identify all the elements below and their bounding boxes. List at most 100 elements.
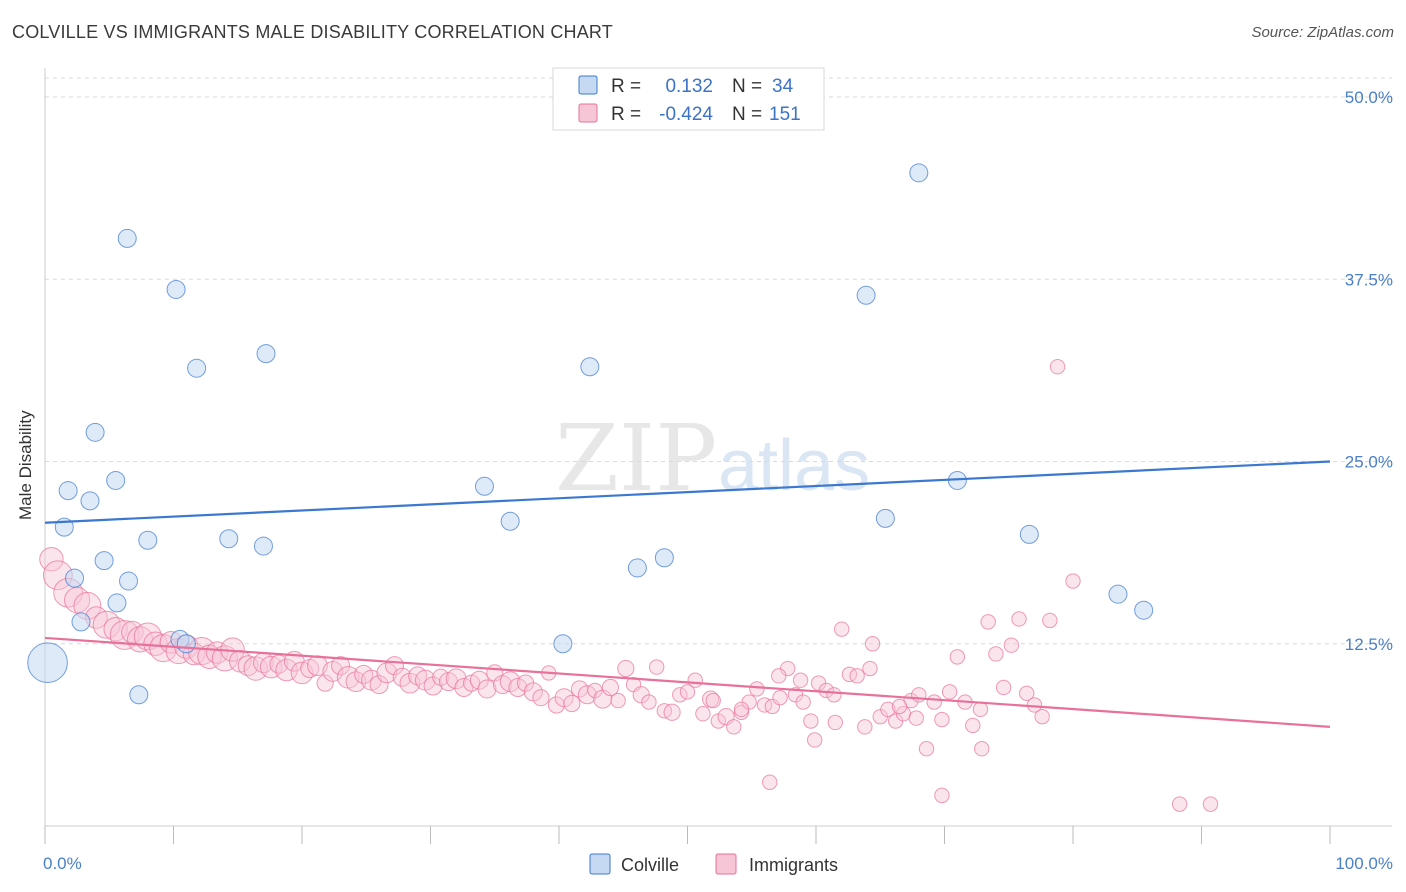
- immigrants-point-38: [345, 671, 367, 693]
- immigrants-point-130: [1065, 573, 1081, 589]
- colville-point-21: [474, 476, 494, 496]
- colville-point-31: [1019, 524, 1039, 544]
- legend-swatch-immigrants: [578, 103, 598, 123]
- immigrants-point-107: [880, 701, 896, 718]
- chart-title: COLVILLE VS IMMIGRANTS MALE DISABILITY C…: [12, 22, 613, 42]
- colville-point-24: [580, 357, 600, 377]
- immigrants-point-116: [949, 649, 966, 665]
- immigrants-point-120: [980, 614, 996, 630]
- x-tick-label-1: 100.0%: [1335, 854, 1393, 873]
- y-tick-label-3: 50.0%: [1345, 88, 1393, 107]
- immigrants-point-144: [792, 672, 809, 688]
- colville-point-15: [117, 228, 137, 248]
- immigrants-point-42: [376, 662, 398, 684]
- immigrants-point-81: [679, 684, 696, 700]
- colville-point-18: [219, 529, 239, 549]
- immigrants-point-105: [864, 636, 881, 652]
- immigrants-point-87: [726, 719, 742, 735]
- colville-point-0: [27, 642, 68, 684]
- immigrants-point-138: [733, 701, 750, 718]
- legend-n-value-1: 34: [772, 76, 794, 97]
- immigrants-point-90: [749, 681, 765, 697]
- bottom-legend-colville: Colville: [621, 855, 679, 875]
- immigrants-point-132: [934, 787, 950, 804]
- immigrants-point-100: [826, 687, 842, 703]
- immigrants-point-36: [331, 656, 351, 676]
- immigrants-point-123: [1003, 637, 1020, 653]
- immigrants-point-136: [827, 714, 843, 731]
- colville-point-33: [1134, 600, 1154, 620]
- y-tick-label-0: 12.5%: [1345, 635, 1393, 654]
- legend-r-value-1: 0.132: [665, 76, 713, 97]
- series-legend: Colville Immigrants: [589, 853, 838, 875]
- immigrants-point-83: [695, 706, 711, 722]
- colville-point-4: [71, 612, 91, 632]
- immigrants-point-143: [862, 660, 878, 677]
- legend-r-label-2: R =: [611, 104, 641, 125]
- immigrants-point-24: [237, 655, 259, 677]
- colville-point-28: [875, 508, 895, 528]
- immigrants-point-118: [965, 717, 981, 734]
- immigrants-point-34: [316, 674, 334, 692]
- immigrants-point-72: [610, 692, 626, 709]
- immigrants-point-127: [1034, 708, 1050, 725]
- colville-point-8: [106, 470, 126, 490]
- colville-point-3: [65, 568, 85, 588]
- source-label: Source: ZipAtlas.com: [1251, 24, 1394, 41]
- immigrants-point-142: [974, 741, 990, 757]
- colville-points: [27, 163, 1154, 705]
- colville-point-9: [107, 593, 127, 613]
- legend-n-label-1: N =: [732, 76, 762, 97]
- immigrants-point-112: [918, 741, 935, 757]
- colville-point-17: [187, 358, 207, 378]
- y-tick-label-2: 37.5%: [1345, 270, 1393, 289]
- bottom-legend-swatch-immigrants: [715, 853, 737, 875]
- y-tick-label-1: 25.0%: [1345, 453, 1393, 472]
- colville-point-7: [94, 551, 114, 571]
- immigrants-point-103: [849, 668, 865, 684]
- immigrants-point-121: [988, 646, 1004, 662]
- immigrants-point-137: [771, 668, 787, 684]
- immigrants-point-113: [926, 694, 942, 710]
- immigrants-point-0: [39, 546, 64, 572]
- colville-point-20: [256, 344, 276, 364]
- immigrants-point-97: [803, 713, 819, 729]
- immigrants-point-92: [764, 698, 781, 715]
- immigrants-point-71: [601, 678, 620, 697]
- immigrants-point-41: [369, 675, 389, 695]
- immigrants-point-128: [1042, 612, 1058, 629]
- immigrants-point-129: [1049, 359, 1066, 375]
- legend-r-value-2: -0.424: [659, 104, 713, 125]
- axes: [44, 68, 1392, 844]
- immigrants-point-59: [508, 677, 528, 697]
- correlation-legend: R = 0.132 N = 34 R = -0.424 N = 151: [552, 67, 825, 131]
- immigrants-point-139: [705, 692, 721, 709]
- immigrants-point-52: [454, 677, 474, 697]
- immigrants-point-55: [477, 679, 497, 699]
- x-tick-label-0: 0.0%: [43, 854, 82, 873]
- colville-point-16: [166, 279, 186, 299]
- immigrants-point-102: [841, 666, 858, 683]
- immigrants-point-134: [1202, 796, 1219, 812]
- immigrants-point-101: [834, 621, 850, 637]
- legend-r-label-1: R =: [611, 76, 641, 97]
- colville-point-26: [654, 548, 674, 568]
- immigrants-point-79: [663, 703, 681, 721]
- immigrants-trend-line: [44, 636, 1331, 728]
- colville-point-29: [909, 163, 929, 183]
- immigrants-point-77: [648, 659, 665, 675]
- immigrants-point-133: [1171, 796, 1188, 812]
- watermark-zip: ZIP: [555, 405, 717, 512]
- immigrants-point-82: [687, 672, 703, 688]
- immigrants-point-125: [1019, 685, 1035, 702]
- y-tick-labels: 12.5% 25.0% 37.5% 50.0%: [1345, 88, 1393, 654]
- immigrants-points: [39, 359, 1219, 812]
- immigrants-point-80: [672, 687, 688, 703]
- legend-n-value-2: 151: [769, 104, 801, 125]
- watermark-atlas: atlas: [718, 426, 870, 506]
- immigrants-point-45: [399, 672, 421, 694]
- immigrants-point-73: [617, 659, 635, 678]
- colville-point-25: [627, 558, 647, 578]
- immigrants-point-68: [577, 685, 597, 705]
